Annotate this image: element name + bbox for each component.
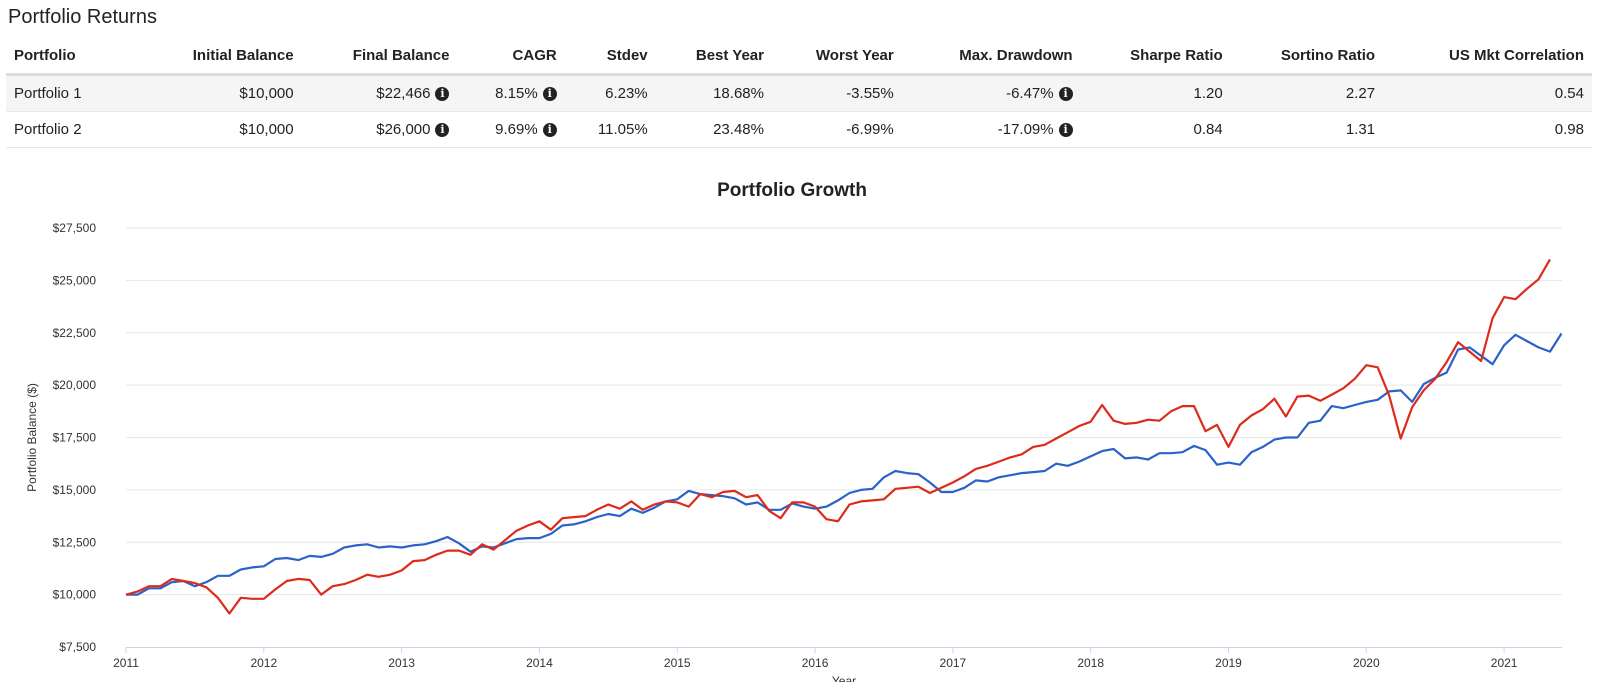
series-layer <box>125 258 1563 615</box>
header-sharpe-ratio: Sharpe Ratio <box>1080 40 1231 76</box>
header-final-balance: Final Balance <box>301 40 458 76</box>
grid <box>126 227 1562 596</box>
info-circle-icon[interactable]: i <box>435 87 450 101</box>
y-tick-label: $27,500 <box>53 221 97 235</box>
cell-us-mkt-correlation: 0.98 <box>1383 111 1592 148</box>
x-tick-label: 2012 <box>250 656 277 670</box>
x-tick-label: 2011 <box>113 656 139 670</box>
series-line-portfolio-2[interactable] <box>125 258 1551 615</box>
x-tick-label: 2015 <box>664 656 691 670</box>
header-worst-year: Worst Year <box>771 40 902 76</box>
header-cagr: CAGR <box>457 40 565 76</box>
header-initial-balance: Initial Balance <box>140 40 302 76</box>
x-tick-label: 2020 <box>1353 656 1380 670</box>
cell-best-year: 18.68% <box>655 74 772 112</box>
cell-final-balance: $22,466 i <box>301 74 458 112</box>
header-us-mkt-correlation: US Mkt Correlation <box>1383 40 1592 76</box>
max-drawdown-value: -17.09% <box>997 121 1054 138</box>
cagr-value: 9.69% <box>495 121 538 138</box>
axes: $7,500 $10,000 $12,500 $15,000 $17,500 $20,00… <box>53 221 1562 670</box>
final-balance-value: $22,466 <box>376 85 431 102</box>
header-max-drawdown: Max. Drawdown <box>901 40 1081 76</box>
y-axis-title: Portfolio Balance ($) <box>25 383 39 492</box>
cell-portfolio: Portfolio 1 <box>6 74 140 112</box>
cell-sortino-ratio: 1.31 <box>1230 111 1384 148</box>
cell-initial-balance: $10,000 <box>140 111 302 148</box>
cell-portfolio: Portfolio 2 <box>6 111 140 148</box>
x-tick-label: 2019 <box>1215 656 1242 670</box>
y-tick-label: $12,500 <box>53 535 97 549</box>
x-tick-label: 2016 <box>802 656 829 670</box>
returns-section-title: Portfolio Returns <box>8 6 157 28</box>
y-tick-label: $20,000 <box>53 378 97 392</box>
cell-us-mkt-correlation: 0.54 <box>1383 74 1592 112</box>
cell-sharpe-ratio: 1.20 <box>1080 74 1231 112</box>
header-best-year: Best Year <box>655 40 772 76</box>
table-row: Portfolio 1 $10,000 $22,466 i 8.15% i 6.23… <box>6 74 1592 112</box>
x-tick-label: 2013 <box>388 656 415 670</box>
y-tick-label: $10,000 <box>53 588 97 602</box>
header-stdev: Stdev <box>564 40 656 76</box>
cell-sharpe-ratio: 0.84 <box>1080 111 1231 148</box>
info-circle-icon[interactable]: i <box>435 123 450 137</box>
series-line-portfolio-1[interactable] <box>126 332 1563 596</box>
x-tick-label: 2018 <box>1077 656 1104 670</box>
cell-sortino-ratio: 2.27 <box>1230 74 1384 112</box>
cell-stdev: 6.23% <box>564 74 656 112</box>
max-drawdown-value: -6.47% <box>1006 85 1054 102</box>
y-tick-label: $25,000 <box>53 273 97 287</box>
cell-cagr: 8.15% i <box>457 74 565 112</box>
table-row: Portfolio 2 $10,000 $26,000 i 9.69% i 11.0… <box>6 111 1592 148</box>
info-circle-icon[interactable]: i <box>542 123 557 137</box>
final-balance-value: $26,000 <box>376 121 431 138</box>
x-tick-label: 2021 <box>1491 656 1518 670</box>
cell-worst-year: -3.55% <box>771 74 902 112</box>
info-circle-icon[interactable]: i <box>1058 123 1073 137</box>
portfolio-growth-chart: Portfolio Growth $7,500 $10,000 $12,500 $15… <box>25 180 1563 682</box>
x-axis-title: Year <box>832 674 856 682</box>
cell-stdev: 11.05% <box>564 111 656 148</box>
info-circle-icon[interactable]: i <box>1058 87 1073 101</box>
header-portfolio: Portfolio <box>6 40 140 76</box>
y-tick-label: $17,500 <box>53 431 97 445</box>
cell-final-balance: $26,000 i <box>301 111 458 148</box>
cell-best-year: 23.48% <box>655 111 772 148</box>
cell-initial-balance: $10,000 <box>140 74 302 112</box>
x-tick-label: 2017 <box>940 656 967 670</box>
y-tick-label: $15,000 <box>53 483 97 497</box>
x-tick-label: 2014 <box>526 656 553 670</box>
header-sortino-ratio: Sortino Ratio <box>1230 40 1384 76</box>
cell-cagr: 9.69% i <box>457 111 565 148</box>
portfolio-returns-table: Portfolio Initial Balance Final Balance … <box>6 40 1592 148</box>
cell-worst-year: -6.99% <box>771 111 902 148</box>
y-tick-label: $7,500 <box>59 640 96 654</box>
info-circle-icon[interactable]: i <box>542 87 557 101</box>
cagr-value: 8.15% <box>495 85 538 102</box>
chart-title: Portfolio Growth <box>717 180 867 201</box>
table-header-row: Portfolio Initial Balance Final Balance … <box>6 40 1592 76</box>
y-tick-label: $22,500 <box>53 326 97 340</box>
cell-max-drawdown: -17.09% i <box>901 111 1081 148</box>
cell-max-drawdown: -6.47% i <box>901 74 1081 112</box>
